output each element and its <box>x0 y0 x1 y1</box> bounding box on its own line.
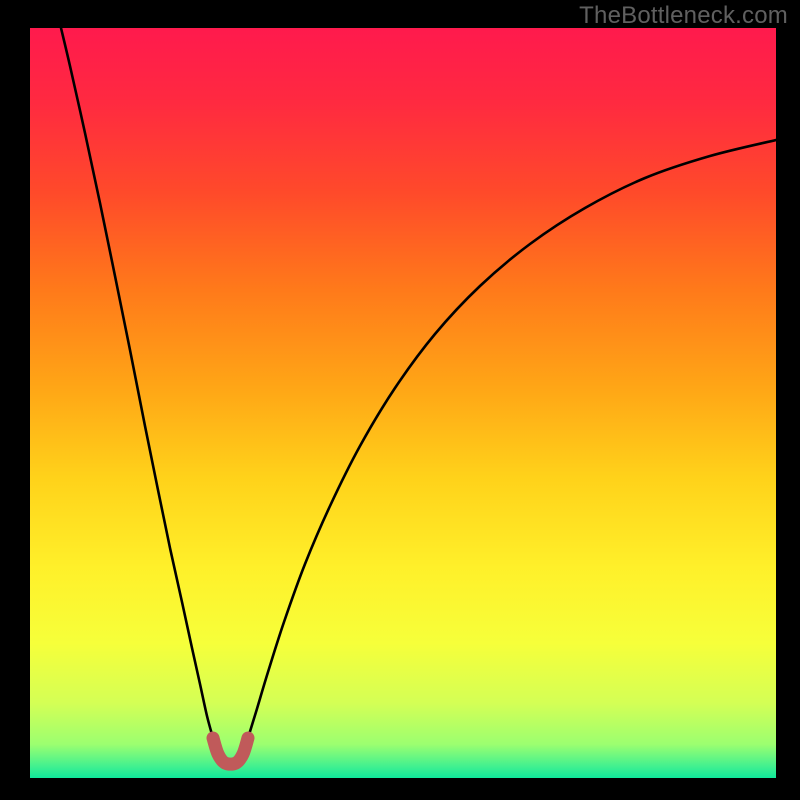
curve-left <box>61 28 213 738</box>
plot-area <box>30 28 776 778</box>
curve-right <box>248 140 776 738</box>
chart-svg <box>30 28 776 778</box>
stage: TheBottleneck.com <box>0 0 800 800</box>
valley-marker <box>213 738 248 764</box>
watermark-text: TheBottleneck.com <box>579 2 788 30</box>
